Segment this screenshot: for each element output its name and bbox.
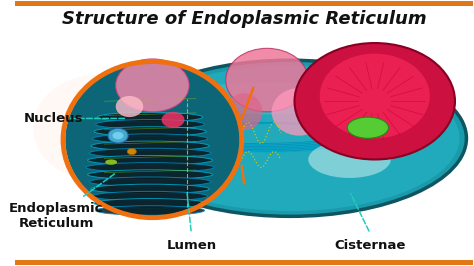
Ellipse shape — [91, 184, 210, 194]
Ellipse shape — [116, 96, 143, 117]
Ellipse shape — [347, 117, 389, 138]
Ellipse shape — [308, 141, 391, 178]
Ellipse shape — [96, 206, 204, 215]
Ellipse shape — [92, 134, 208, 143]
Ellipse shape — [33, 75, 162, 181]
Text: Endoplasmic
Reticulum: Endoplasmic Reticulum — [9, 202, 103, 230]
Text: Nucleus: Nucleus — [24, 112, 83, 125]
Ellipse shape — [88, 155, 213, 165]
Ellipse shape — [116, 59, 189, 112]
Ellipse shape — [96, 119, 204, 129]
Ellipse shape — [294, 43, 455, 159]
Ellipse shape — [94, 198, 206, 208]
Ellipse shape — [113, 60, 466, 216]
Ellipse shape — [127, 148, 137, 155]
Ellipse shape — [91, 141, 210, 151]
Ellipse shape — [120, 65, 460, 211]
Ellipse shape — [105, 159, 117, 165]
Ellipse shape — [109, 57, 471, 219]
Ellipse shape — [226, 93, 263, 130]
Ellipse shape — [320, 54, 430, 138]
Text: Lumen: Lumen — [166, 239, 217, 252]
FancyBboxPatch shape — [15, 260, 474, 265]
Ellipse shape — [65, 63, 239, 216]
Ellipse shape — [89, 148, 211, 158]
Ellipse shape — [92, 191, 208, 201]
Ellipse shape — [97, 112, 203, 122]
Ellipse shape — [226, 48, 308, 112]
Ellipse shape — [88, 170, 213, 179]
Text: Cisternae: Cisternae — [335, 239, 406, 252]
Ellipse shape — [162, 112, 184, 128]
FancyBboxPatch shape — [15, 1, 474, 6]
Ellipse shape — [89, 177, 211, 186]
Ellipse shape — [166, 83, 368, 114]
Text: Structure of Endoplasmic Reticulum: Structure of Endoplasmic Reticulum — [62, 10, 427, 28]
Ellipse shape — [272, 88, 327, 136]
Ellipse shape — [86, 163, 214, 172]
Ellipse shape — [94, 127, 206, 136]
Ellipse shape — [112, 132, 124, 139]
Ellipse shape — [108, 128, 128, 143]
